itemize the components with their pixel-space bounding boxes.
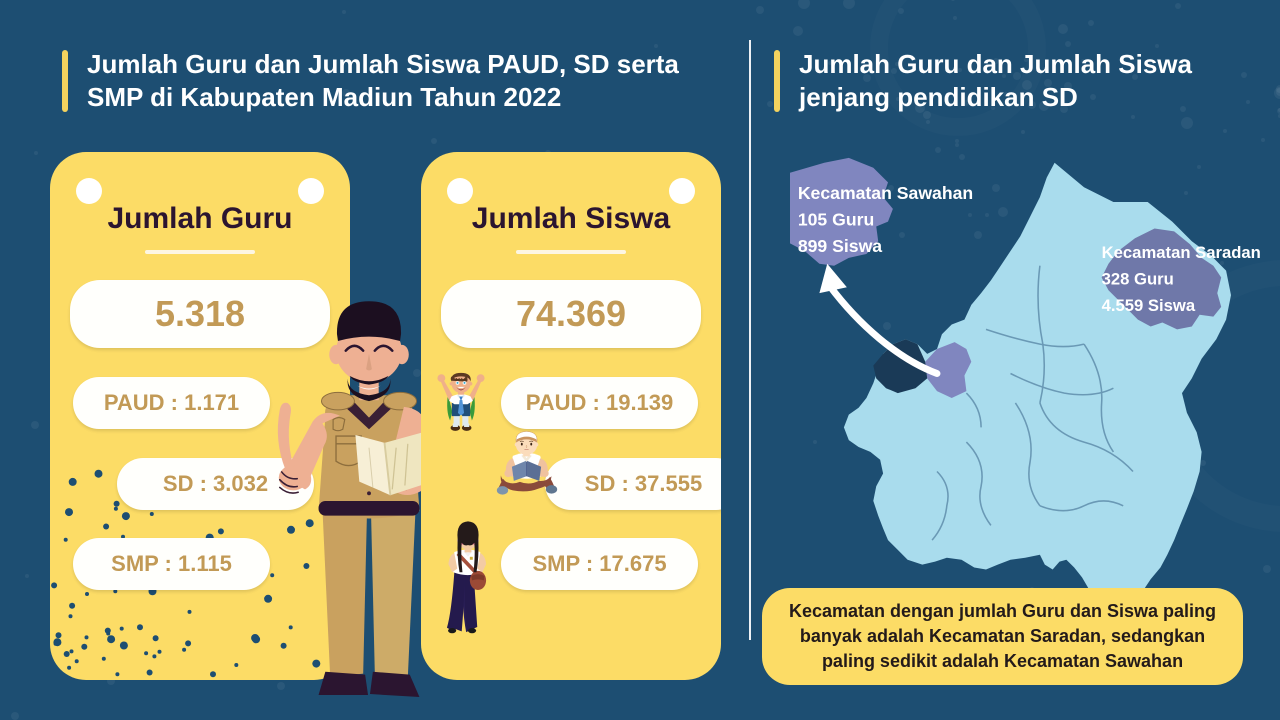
- svg-text:899 Siswa: 899 Siswa: [798, 236, 882, 256]
- svg-text:105 Guru: 105 Guru: [798, 210, 874, 230]
- svg-text:328 Guru: 328 Guru: [1102, 269, 1174, 288]
- svg-text:Kecamatan Sawahan: Kecamatan Sawahan: [798, 183, 973, 203]
- svg-text:4.559 Siswa: 4.559 Siswa: [1102, 296, 1196, 315]
- svg-text:Kecamatan Saradan: Kecamatan Saradan: [1102, 243, 1261, 262]
